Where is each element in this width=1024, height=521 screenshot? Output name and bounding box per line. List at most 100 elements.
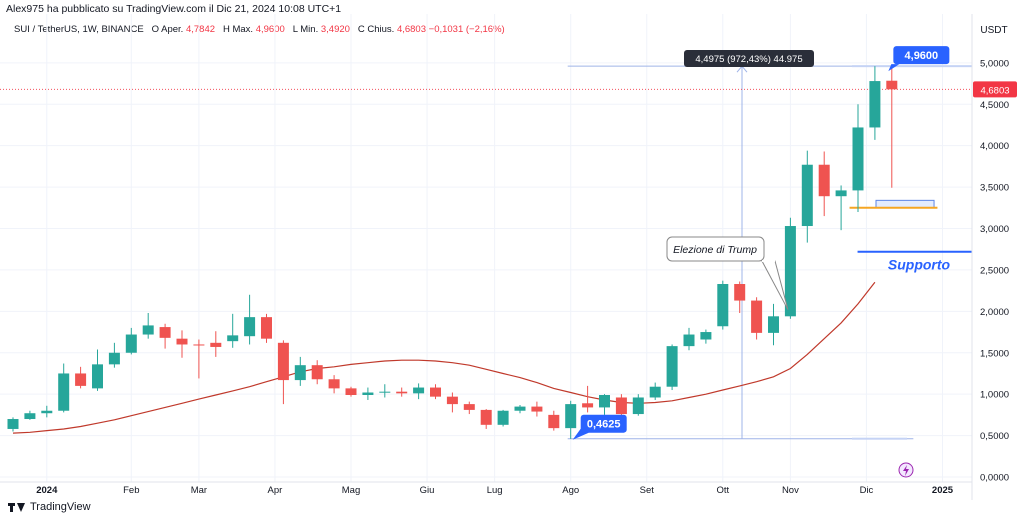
candle [548,410,560,431]
candle-body [244,317,256,337]
candle [599,394,610,415]
candle-body [362,392,374,395]
candle [92,349,103,391]
candle-body [311,365,323,380]
x-tick-label: 2025 [932,485,954,496]
callout-pointer [761,260,789,310]
candle [244,294,256,345]
candle-body [835,190,847,197]
candle [869,66,881,140]
candles [7,66,898,439]
candle-body [717,284,729,327]
candle-body [565,404,577,429]
y-tick-label: 1,5000 [980,348,1009,359]
candle-body [683,334,695,347]
candle-body [497,410,509,425]
measure-label-box [684,50,814,67]
zone-box [875,199,935,209]
close-label: C [357,24,365,35]
low-label: L [292,24,298,35]
y-tick-label: 4,0000 [980,141,1009,152]
high-text: Max. [232,24,254,35]
candle [480,409,492,429]
y-tick-label: 3,5000 [980,183,1009,194]
measure-low-bar [852,437,907,440]
candle [227,313,239,348]
candle-body [7,419,19,429]
y-tick-label: 1,0000 [980,390,1009,401]
candle-body [41,410,53,414]
candle [717,280,729,330]
candle-body [227,335,239,342]
x-tick-label: Mag [342,485,360,496]
candle [362,387,374,400]
open-value: 4,7842 [185,24,216,35]
candle-body [58,373,70,411]
candle [142,312,154,339]
low-value: 3,4920 [320,24,350,35]
symbol-title[interactable]: SUI / TetherUS, 1W, BINANCE [14,24,144,35]
candle [582,385,594,413]
candle [396,387,408,397]
measure-high-bar [852,65,972,68]
candle [632,394,644,416]
candle-body [345,388,357,395]
candle [125,327,137,355]
candle-body [176,338,188,345]
candle [75,366,87,389]
candle [666,344,678,391]
candle [193,339,205,379]
candle [345,386,357,397]
candle-body [666,346,678,387]
grid [0,14,972,482]
candle [514,404,526,414]
candle-body [784,226,796,317]
axes: USDT 0,0000 0,5000 1,0000 1,5000 2,0000 2,5000… [0,14,1009,500]
candle [210,331,222,357]
candle-body [768,316,779,333]
candle [463,401,475,415]
candle [835,185,847,231]
candle-body [548,414,560,429]
y-tick-label: 0,5000 [980,431,1009,442]
publisher-line: Alex975 ha pubblicato su TradingView.com… [6,3,342,15]
candle-body [446,396,458,405]
currency-label: USDT [980,25,1007,36]
candle-body [514,406,526,411]
candle [768,303,779,346]
candle [497,409,509,427]
x-tick-label: Dic [860,485,874,496]
candle [159,323,171,349]
close-text: Chius. [367,24,395,35]
measure-label-text: 4,4975 (972,43%) 44.975 [695,54,802,65]
candle [446,392,458,413]
candle-body [480,409,492,425]
candle-body [649,386,661,398]
candle-body [261,317,272,339]
candle [565,400,577,439]
candle-body [328,379,340,389]
candle-body [463,404,475,410]
low-label-box [580,414,627,433]
overlays [0,65,972,440]
candle-body [430,387,441,397]
y-tick-label: 5,0000 [980,58,1009,69]
candle [24,410,36,420]
candle [531,401,543,417]
candle [294,356,306,386]
candle-body [801,164,813,227]
candle [379,384,391,398]
candle [328,375,340,394]
candle-body [277,342,289,381]
low-text: Min. [300,24,319,35]
candle-body [700,332,712,340]
candle-body [125,334,137,353]
candle [413,383,425,400]
open-text: Aper. [161,24,184,35]
candle [615,394,627,417]
open-label: O [151,24,160,35]
y-tick-label: 4,5000 [980,100,1009,111]
candle [683,327,695,351]
candle [649,382,661,400]
